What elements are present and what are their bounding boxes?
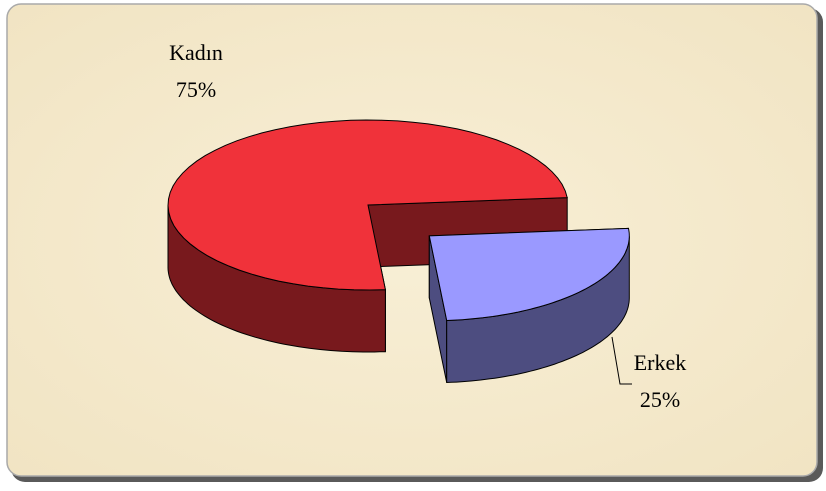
slice-top bbox=[167, 119, 568, 291]
slice-top bbox=[428, 227, 630, 322]
slice-label: Erkek bbox=[634, 350, 687, 375]
slice-label: Kadın bbox=[169, 40, 223, 65]
slice-value-label: 75% bbox=[176, 77, 216, 102]
slice-value-label: 25% bbox=[640, 387, 680, 412]
slice bbox=[167, 119, 568, 353]
slice bbox=[428, 227, 630, 384]
pie bbox=[167, 119, 630, 384]
leader-line bbox=[611, 336, 632, 385]
